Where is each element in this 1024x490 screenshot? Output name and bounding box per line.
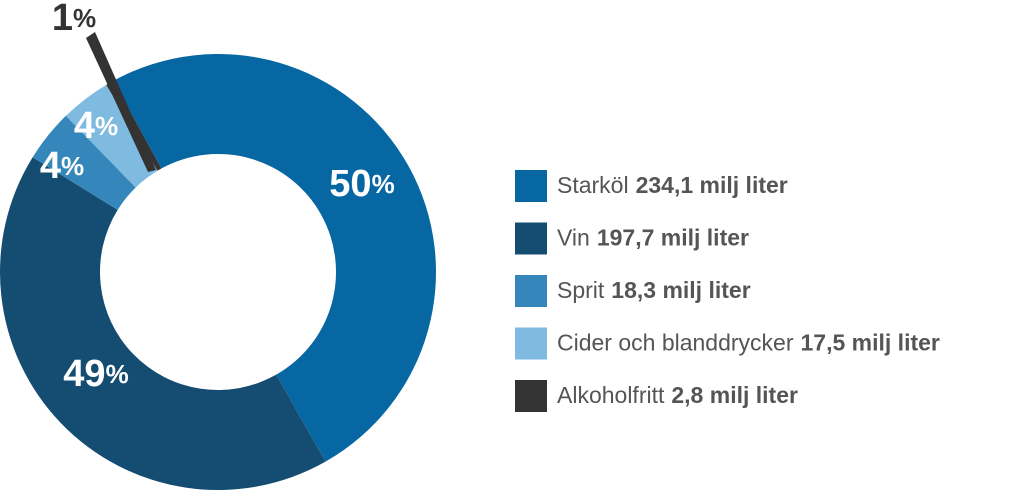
legend-value: 17,5 milj liter <box>801 330 940 356</box>
donut <box>0 54 436 490</box>
percent-label: 4% <box>40 145 84 187</box>
donut-slice <box>113 54 436 462</box>
percent-unit: % <box>106 359 129 389</box>
legend-entry: Sprit 18,3 milj liter <box>557 277 751 303</box>
percent-label: 1% <box>52 0 96 39</box>
legend-value: 2,8 milj liter <box>671 382 798 408</box>
percent-unit: % <box>372 169 395 199</box>
legend-swatch <box>515 170 547 202</box>
percent-unit: % <box>95 111 118 141</box>
legend-value: 234,1 milj liter <box>636 172 788 198</box>
legend-entry: Cider och blanddrycker 17,5 milj liter <box>557 330 940 356</box>
legend-name: Cider och blanddrycker <box>557 330 794 356</box>
percent-number: 49 <box>63 353 105 395</box>
percent-label: 49% <box>63 353 128 395</box>
legend-name: Vin <box>557 225 590 251</box>
legend-swatch <box>515 380 547 412</box>
percent-label: 4% <box>74 105 118 147</box>
legend-swatch <box>515 275 547 307</box>
legend-entry: Alkoholfritt 2,8 milj liter <box>557 382 798 408</box>
legend: Starköl 234,1 milj liter Vin 197,7 milj lit… <box>515 170 940 412</box>
percent-number: 4 <box>40 145 61 187</box>
donut-slice <box>0 157 326 490</box>
legend-value: 197,7 milj liter <box>597 225 749 251</box>
legend-entry: Vin 197,7 milj liter <box>557 225 749 251</box>
percent-unit: % <box>61 151 84 181</box>
legend-swatch <box>515 222 547 255</box>
legend-name: Starköl <box>557 172 629 198</box>
legend-swatch <box>515 327 547 360</box>
legend-name: Alkoholfritt <box>557 382 665 408</box>
percent-unit: % <box>73 3 96 33</box>
percent-number: 1 <box>52 0 73 39</box>
donut-slice <box>32 115 136 210</box>
leader <box>86 32 156 172</box>
legend-name: Sprit <box>557 277 605 303</box>
percent-label: 50% <box>329 163 394 205</box>
slice-labels: 50%49%4%4%1% <box>40 0 395 395</box>
percent-number: 4 <box>74 105 95 147</box>
legend-value: 18,3 milj liter <box>611 277 750 303</box>
donut-slice <box>65 84 158 188</box>
legend-entry: Starköl 234,1 milj liter <box>557 172 788 198</box>
percent-number: 50 <box>329 163 371 205</box>
